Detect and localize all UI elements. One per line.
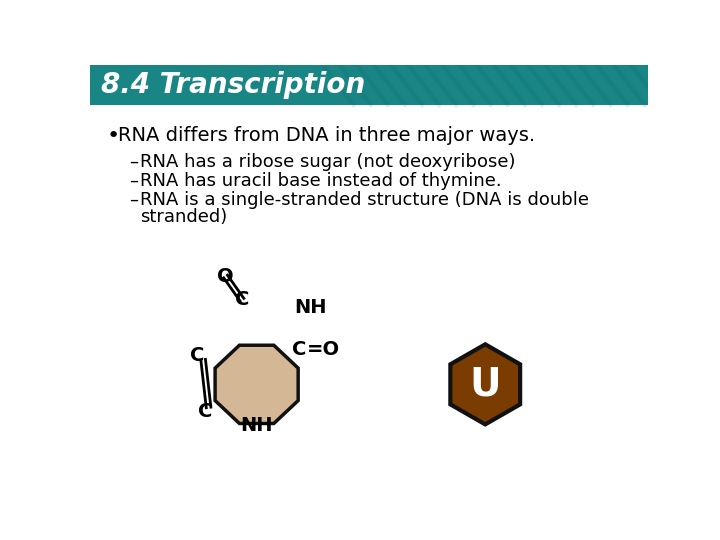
Text: •: • (107, 126, 120, 146)
Text: RNA is a single-stranded structure (DNA is double: RNA is a single-stranded structure (DNA … (140, 191, 590, 209)
Text: –: – (129, 191, 138, 209)
Text: C: C (292, 340, 307, 359)
FancyBboxPatch shape (90, 65, 648, 105)
Text: –: – (129, 153, 138, 171)
Text: C: C (197, 402, 212, 421)
Text: C: C (190, 346, 204, 366)
Text: O: O (217, 267, 234, 286)
Text: C: C (235, 290, 249, 309)
Text: NH: NH (240, 416, 273, 435)
Text: NH: NH (294, 298, 326, 317)
Polygon shape (215, 345, 298, 423)
Text: =O: =O (307, 340, 340, 359)
Text: RNA has a ribose sugar (not deoxyribose): RNA has a ribose sugar (not deoxyribose) (140, 153, 516, 171)
Text: RNA differs from DNA in three major ways.: RNA differs from DNA in three major ways… (118, 126, 535, 145)
Text: 8.4 Transcription: 8.4 Transcription (101, 71, 365, 99)
Polygon shape (450, 345, 520, 424)
Text: U: U (469, 366, 501, 403)
Text: RNA has uracil base instead of thymine.: RNA has uracil base instead of thymine. (140, 172, 502, 190)
Text: stranded): stranded) (140, 208, 228, 226)
Text: –: – (129, 172, 138, 190)
